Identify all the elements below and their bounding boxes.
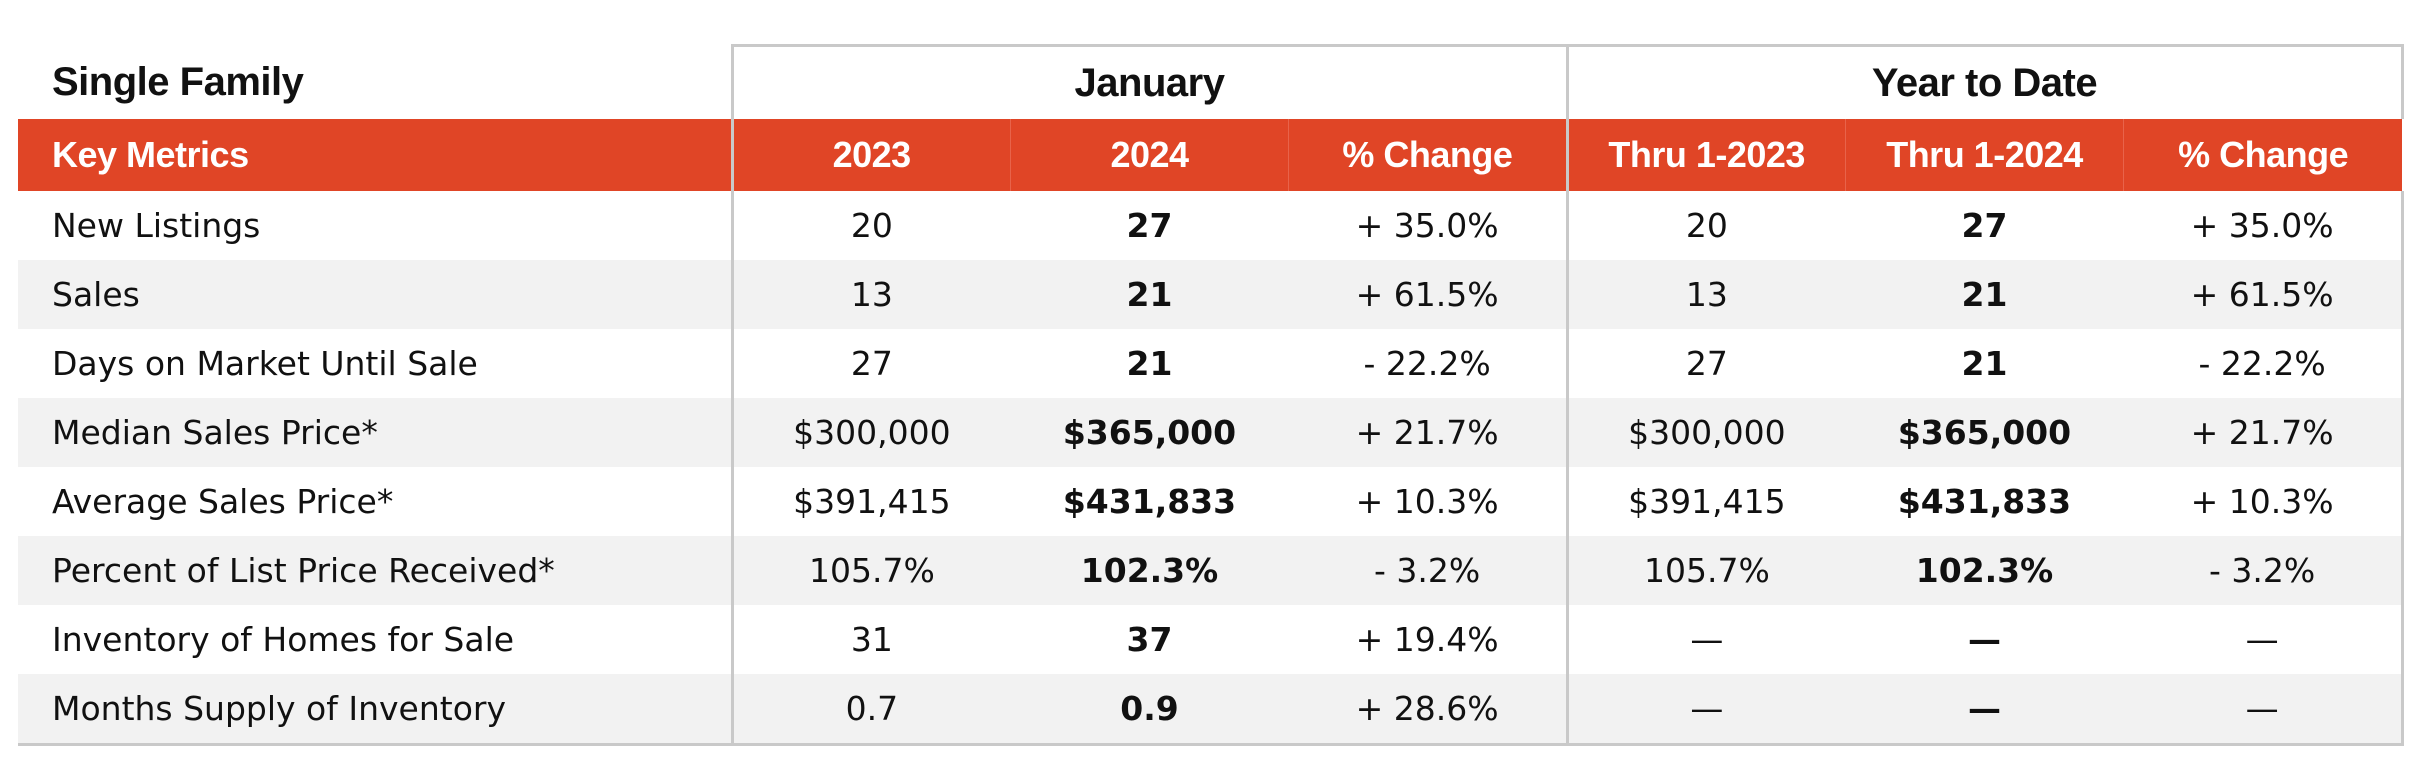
column-header-pct-change-ytd: % Change: [2123, 119, 2403, 191]
metrics-table-container: Single Family January Year to Date Key M…: [18, 44, 2404, 746]
metric-label: Median Sales Price*: [18, 398, 732, 467]
metric-value-cell: - 22.2%: [2123, 329, 2404, 398]
metric-value-cell: —: [1565, 605, 1846, 674]
metric-label: New Listings: [52, 206, 261, 245]
metric-value-cell: $391,415: [1565, 467, 1846, 536]
metric-value-cell: 102.3%: [1010, 536, 1289, 605]
table-row: Median Sales Price* $300,000 $365,000 + 21.…: [18, 398, 2404, 467]
metric-value-cell: 0.9: [1010, 674, 1289, 746]
metric-value-cell: —: [1565, 674, 1846, 746]
metric-value-cell: + 35.0%: [1355, 206, 1499, 245]
metric-value-cell: $391,415: [730, 467, 1011, 536]
metric-value-cell: 21: [1126, 344, 1173, 383]
metric-value-cell: - 22.2%: [1363, 344, 1491, 383]
table-row: Days on Market Until Sale 27 21 - 22.2% 27 21…: [18, 329, 2404, 398]
metric-value-cell: 21: [1845, 260, 2124, 329]
table-row: Months Supply of Inventory 0.7 0.9 + 28.6% —…: [18, 674, 2404, 746]
metric-value-cell: + 21.7%: [1288, 398, 1567, 467]
metric-value-cell: + 10.3%: [2123, 467, 2404, 536]
metric-value-cell: 27: [1961, 206, 2008, 245]
metric-value-cell: + 35.0%: [2123, 191, 2404, 260]
column-header-thru-1-2023: Thru 1-2023: [1565, 119, 1846, 191]
metric-value-cell: 37: [1126, 620, 1173, 659]
metric-value-cell: —: [2123, 605, 2404, 674]
table-row: Percent of List Price Received* 105.7% 102…: [18, 536, 2404, 605]
group-header-january: January: [730, 44, 1567, 119]
metric-value-cell: + 28.6%: [1288, 674, 1567, 746]
metric-value-cell: 27: [1126, 206, 1173, 245]
metric-value-cell: 105.7%: [730, 536, 1011, 605]
metric-value-cell: + 19.4%: [1355, 620, 1499, 659]
table-row: Sales 13 21 + 61.5% 13 21 + 61.5%: [18, 260, 2404, 329]
metrics-table-body: New Listings 20 27 + 35.0% 20 27 + 35.0% Sales 1…: [18, 191, 2404, 746]
metric-value-cell: 21: [1961, 344, 2008, 383]
metric-value-cell: + 61.5%: [2123, 260, 2404, 329]
metric-value-cell: $431,833: [1897, 482, 2072, 521]
metric-value-cell: 13: [1565, 260, 1846, 329]
column-header-row: Key Metrics 2023 2024 % Change Thru 1-20…: [18, 119, 2403, 191]
metric-value-cell: $365,000: [1010, 398, 1289, 467]
metric-value-cell: 0.7: [730, 674, 1011, 746]
metric-value-cell: —: [1845, 674, 2124, 746]
metric-value-cell: + 10.3%: [1355, 482, 1499, 521]
group-header-year-to-date: Year to Date: [1565, 44, 2404, 119]
metric-value-cell: 13: [730, 260, 1011, 329]
metric-label: Inventory of Homes for Sale: [52, 620, 515, 659]
metric-value-cell: 27: [730, 329, 1011, 398]
metric-value-cell: 105.7%: [1565, 536, 1846, 605]
table-row: Average Sales Price* $391,415 $431,833 + 10…: [18, 467, 2404, 536]
column-header-2024: 2024: [1009, 119, 1289, 191]
metric-value-cell: - 3.2%: [1288, 536, 1567, 605]
metric-value-cell: + 61.5%: [1288, 260, 1567, 329]
metric-value-cell: 20: [730, 191, 1011, 260]
metric-value-cell: 21: [1010, 260, 1289, 329]
metric-value-cell: $300,000: [730, 398, 1011, 467]
table-title: Single Family: [52, 59, 304, 104]
table-row: New Listings 20 27 + 35.0% 20 27 + 35.0%: [18, 191, 2404, 260]
column-header-pct-change-month: % Change: [1288, 119, 1567, 191]
metric-label: Sales: [18, 260, 732, 329]
metric-value-cell: - 3.2%: [2123, 536, 2404, 605]
column-header-thru-1-2024: Thru 1-2024: [1844, 119, 2124, 191]
metric-label: Months Supply of Inventory: [18, 674, 732, 746]
column-header-2023: 2023: [730, 119, 1011, 191]
metric-value-cell: + 21.7%: [2123, 398, 2404, 467]
metric-value-cell: —: [1967, 620, 2001, 659]
key-metrics-table: Single Family January Year to Date Key M…: [18, 44, 2404, 746]
group-header-row: Single Family January Year to Date: [18, 44, 2404, 119]
metric-value-cell: $300,000: [1565, 398, 1846, 467]
metric-value-cell: $365,000: [1845, 398, 2124, 467]
metric-label: Percent of List Price Received*: [18, 536, 732, 605]
metric-label: Days on Market Until Sale: [52, 344, 478, 383]
metric-value-cell: $431,833: [1062, 482, 1237, 521]
metric-label: Average Sales Price*: [52, 482, 394, 521]
table-row: Inventory of Homes for Sale 31 37 + 19.4% — —…: [18, 605, 2404, 674]
metric-value-cell: 102.3%: [1845, 536, 2124, 605]
metric-value-cell: 20: [1565, 191, 1846, 260]
metric-value-cell: 27: [1565, 329, 1846, 398]
metric-value-cell: —: [2123, 674, 2404, 746]
metric-value-cell: 31: [730, 605, 1011, 674]
column-header-key-metrics: Key Metrics: [18, 119, 732, 191]
